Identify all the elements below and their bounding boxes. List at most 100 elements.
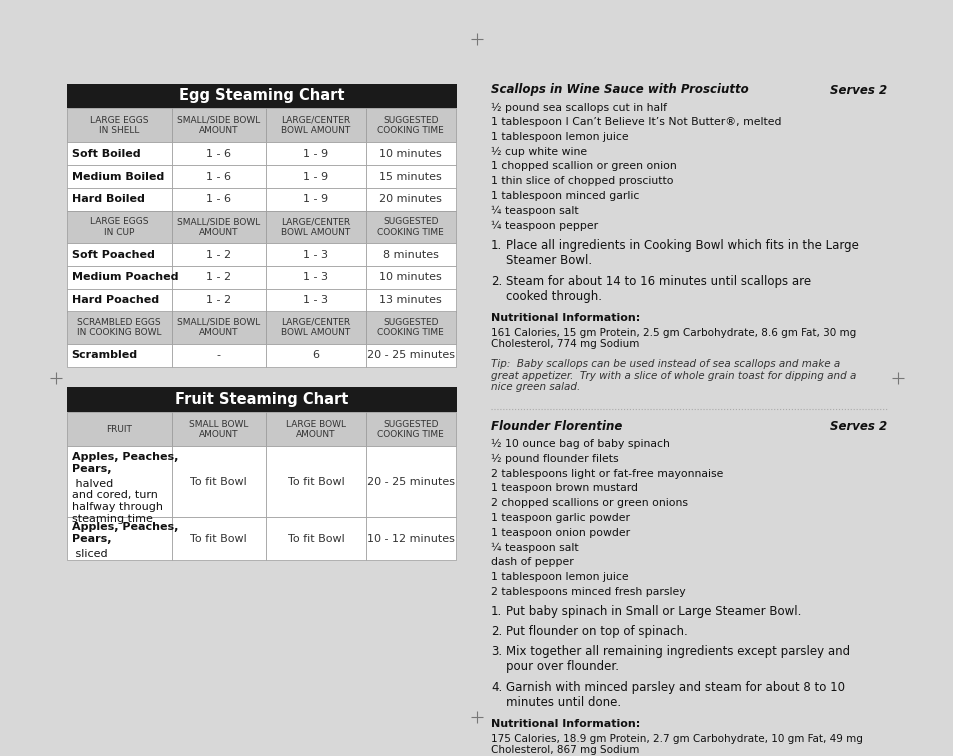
Text: 1 tablespoon I Can’t Believe It’s Not Butter®, melted: 1 tablespoon I Can’t Believe It’s Not Bu… xyxy=(491,117,781,127)
Text: SUGGESTED
COOKING TIME: SUGGESTED COOKING TIME xyxy=(377,420,443,439)
Text: SMALL/SIDE BOWL
AMOUNT: SMALL/SIDE BOWL AMOUNT xyxy=(177,217,260,237)
Bar xyxy=(172,311,266,344)
Text: -: - xyxy=(216,350,220,360)
Bar xyxy=(365,289,455,311)
Bar xyxy=(266,311,365,344)
Bar xyxy=(67,311,172,344)
Text: LARGE/CENTER
BOWL AMOUNT: LARGE/CENTER BOWL AMOUNT xyxy=(281,217,350,237)
Bar xyxy=(172,166,266,188)
Text: Flounder Florentine: Flounder Florentine xyxy=(491,420,621,433)
Text: 175 Calories, 18.9 gm Protein, 2.7 gm Carbohydrate, 10 gm Fat, 49 mg
Cholesterol: 175 Calories, 18.9 gm Protein, 2.7 gm Ca… xyxy=(491,734,862,755)
Text: To fit Bowl: To fit Bowl xyxy=(287,534,344,544)
Text: Apples, Peaches,
Pears,: Apples, Peaches, Pears, xyxy=(71,522,178,544)
Text: 1 chopped scallion or green onion: 1 chopped scallion or green onion xyxy=(491,161,676,172)
Text: ½ pound sea scallops cut in half: ½ pound sea scallops cut in half xyxy=(491,103,666,113)
Text: Garnish with minced parsley and steam for about 8 to 10
minutes until done.: Garnish with minced parsley and steam fo… xyxy=(505,681,844,709)
Text: 1 teaspoon brown mustard: 1 teaspoon brown mustard xyxy=(491,483,638,494)
Bar xyxy=(365,344,455,367)
Text: SUGGESTED
COOKING TIME: SUGGESTED COOKING TIME xyxy=(377,116,443,135)
Bar xyxy=(266,266,365,289)
Bar xyxy=(365,311,455,344)
Text: 6: 6 xyxy=(312,350,319,360)
Text: Nutritional Information:: Nutritional Information: xyxy=(491,719,639,729)
Bar xyxy=(266,108,365,142)
Bar xyxy=(172,188,266,211)
Bar xyxy=(365,211,455,243)
Text: 1 - 6: 1 - 6 xyxy=(206,149,231,159)
Text: sliced: sliced xyxy=(71,549,107,559)
Text: 10 minutes: 10 minutes xyxy=(379,272,441,282)
Bar xyxy=(266,289,365,311)
Text: LARGE EGGS
IN SHELL: LARGE EGGS IN SHELL xyxy=(90,116,149,135)
Bar xyxy=(67,83,456,108)
Text: Egg Steaming Chart: Egg Steaming Chart xyxy=(179,88,345,104)
Text: 1 - 3: 1 - 3 xyxy=(303,249,328,259)
Text: 1 - 6: 1 - 6 xyxy=(206,172,231,181)
Text: 1 tablespoon lemon juice: 1 tablespoon lemon juice xyxy=(491,132,628,142)
Text: Put flounder on top of spinach.: Put flounder on top of spinach. xyxy=(505,625,687,638)
Text: 20 - 25 minutes: 20 - 25 minutes xyxy=(366,476,455,487)
Text: Hard Poached: Hard Poached xyxy=(71,295,158,305)
Bar xyxy=(67,344,172,367)
Text: Fruit Steaming Chart: Fruit Steaming Chart xyxy=(175,392,349,407)
Text: Scallops in Wine Sauce with Prosciutto: Scallops in Wine Sauce with Prosciutto xyxy=(491,83,748,97)
Text: 1 - 9: 1 - 9 xyxy=(303,194,328,204)
Text: ½ cup white wine: ½ cup white wine xyxy=(491,147,586,156)
Text: 2 chopped scallions or green onions: 2 chopped scallions or green onions xyxy=(491,498,687,508)
Text: To fit Bowl: To fit Bowl xyxy=(287,476,344,487)
Bar xyxy=(172,446,266,516)
Bar xyxy=(172,344,266,367)
Bar xyxy=(266,188,365,211)
Text: 1 tablespoon lemon juice: 1 tablespoon lemon juice xyxy=(491,572,628,582)
Bar xyxy=(172,211,266,243)
Bar xyxy=(365,412,455,446)
Text: SMALL/SIDE BOWL
AMOUNT: SMALL/SIDE BOWL AMOUNT xyxy=(177,116,260,135)
Text: Scrambled: Scrambled xyxy=(71,350,137,360)
Text: SMALL BOWL
AMOUNT: SMALL BOWL AMOUNT xyxy=(189,420,248,439)
Bar xyxy=(365,142,455,166)
Bar xyxy=(67,412,172,446)
Text: FRUIT: FRUIT xyxy=(106,425,132,434)
Bar xyxy=(67,516,172,560)
Text: 1 - 3: 1 - 3 xyxy=(303,295,328,305)
Bar xyxy=(266,412,365,446)
Text: 1 teaspoon garlic powder: 1 teaspoon garlic powder xyxy=(491,513,629,523)
Bar xyxy=(67,243,172,266)
Text: Put baby spinach in Small or Large Steamer Bowl.: Put baby spinach in Small or Large Steam… xyxy=(505,605,801,618)
Text: 10 - 12 minutes: 10 - 12 minutes xyxy=(366,534,455,544)
Text: 2.: 2. xyxy=(491,625,501,638)
Text: 1.: 1. xyxy=(491,239,501,252)
Bar xyxy=(67,142,172,166)
Text: Serves 2: Serves 2 xyxy=(829,420,886,433)
Bar xyxy=(172,289,266,311)
Bar xyxy=(67,266,172,289)
Text: 1 - 9: 1 - 9 xyxy=(303,172,328,181)
Bar xyxy=(266,211,365,243)
Text: 1 - 2: 1 - 2 xyxy=(206,295,231,305)
Text: 1 - 2: 1 - 2 xyxy=(206,249,231,259)
Bar xyxy=(365,266,455,289)
Text: 2 tablespoons light or fat-free mayonnaise: 2 tablespoons light or fat-free mayonnai… xyxy=(491,469,722,479)
Text: Place all ingredients in Cooking Bowl which fits in the Large
Steamer Bowl.: Place all ingredients in Cooking Bowl wh… xyxy=(505,239,858,267)
Text: Tip:  Baby scallops can be used instead of sea scallops and make a
great appetiz: Tip: Baby scallops can be used instead o… xyxy=(491,359,856,392)
Text: 1 - 9: 1 - 9 xyxy=(303,149,328,159)
Text: 20 minutes: 20 minutes xyxy=(379,194,441,204)
Text: halved
and cored, turn
halfway through
steaming time: halved and cored, turn halfway through s… xyxy=(71,479,162,523)
Text: 10 minutes: 10 minutes xyxy=(379,149,441,159)
Text: 20 - 25 minutes: 20 - 25 minutes xyxy=(366,350,455,360)
Bar xyxy=(172,108,266,142)
Text: Steam for about 14 to 16 minutes until scallops are
cooked through.: Steam for about 14 to 16 minutes until s… xyxy=(505,275,810,303)
Bar xyxy=(67,388,456,412)
Bar xyxy=(67,289,172,311)
Text: Nutritional Information:: Nutritional Information: xyxy=(491,313,639,323)
Bar xyxy=(172,243,266,266)
Text: 4.: 4. xyxy=(491,681,501,694)
Bar xyxy=(365,243,455,266)
Text: ¼ teaspoon pepper: ¼ teaspoon pepper xyxy=(491,220,598,231)
Text: Mix together all remaining ingredients except parsley and
pour over flounder.: Mix together all remaining ingredients e… xyxy=(505,645,849,673)
Text: ¼ teaspoon salt: ¼ teaspoon salt xyxy=(491,206,578,215)
Text: To fit Bowl: To fit Bowl xyxy=(191,534,247,544)
Text: SUGGESTED
COOKING TIME: SUGGESTED COOKING TIME xyxy=(377,318,443,337)
Text: Hard Boiled: Hard Boiled xyxy=(71,194,144,204)
Bar xyxy=(266,344,365,367)
